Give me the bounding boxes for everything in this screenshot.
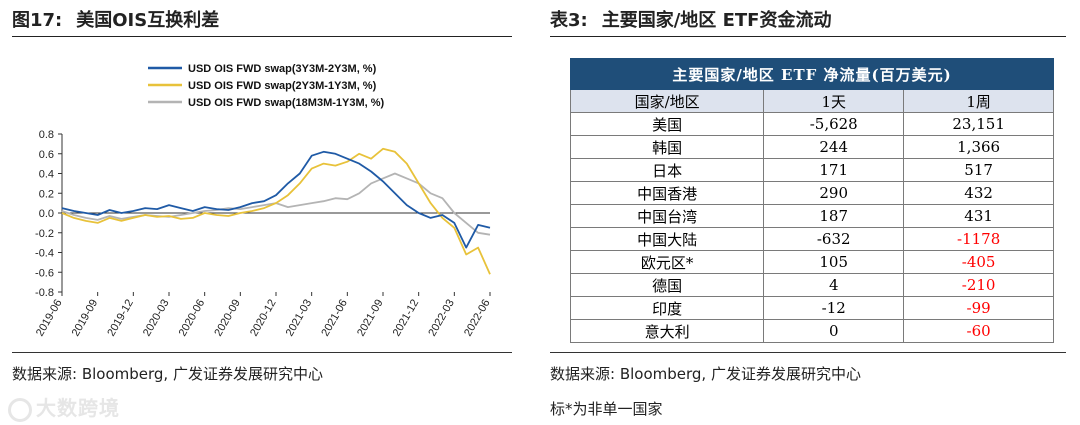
column-header-1week: 1周	[903, 89, 1054, 113]
y-tick-label: -0.4	[35, 248, 54, 260]
table-row: 中国台湾 187 431	[569, 204, 1054, 228]
watermark: 大数跨境	[8, 392, 120, 422]
row-1day-value: 4	[763, 273, 905, 297]
table-row: 中国香港 290 432	[569, 181, 1054, 205]
table-row: 韩国 244 1,366	[569, 135, 1054, 159]
table-row: 中国大陆 -632 -1178	[569, 227, 1054, 251]
row-1week-value: 432	[903, 181, 1054, 205]
x-tick-label: 2020-12	[248, 298, 279, 339]
y-tick-label: -0.6	[35, 267, 54, 279]
y-tick-label: 0.8	[39, 129, 54, 141]
column-header-1day: 1天	[763, 89, 905, 113]
row-region: 韩国	[569, 135, 765, 159]
x-tick-label: 2021-12	[391, 298, 422, 339]
row-1day-value: 290	[763, 181, 905, 205]
row-1week-value: -405	[903, 250, 1054, 274]
x-tick-label: 2020-09	[212, 298, 243, 339]
chart-title-prefix: 图17:	[12, 10, 63, 31]
etf-flow-table: 主要国家/地区 ETF 净流量(百万美元) 国家/地区 1天 1周 美国 -5,6…	[569, 58, 1054, 343]
y-tick-label: -0.8	[35, 287, 54, 299]
row-1day-value: -5,628	[763, 112, 905, 136]
legend-label-2: USD OIS FWD swap(2Y3M-1Y3M, %)	[188, 80, 377, 92]
series-line-2	[61, 147, 491, 275]
x-tick-label: 2022-03	[426, 298, 457, 339]
x-tick-label: 2022-06	[462, 298, 493, 339]
watermark-text: 大数跨境	[36, 396, 120, 420]
table-title-text: 主要国家/地区 ETF资金流动	[601, 10, 832, 31]
table-title-prefix: 表3:	[550, 10, 588, 31]
y-tick-label: 0.0	[39, 208, 54, 220]
row-1day-value: 187	[763, 204, 905, 228]
y-tick-label: 0.2	[39, 188, 54, 200]
table-row: 欧元区* 105 -405	[569, 250, 1054, 274]
row-1week-value: -60	[903, 319, 1054, 343]
x-tick-label: 2021-03	[284, 298, 315, 339]
chart-series	[61, 147, 491, 275]
watermark-logo-icon	[8, 397, 32, 422]
table-body: 美国 -5,628 23,151 韩国 244 1,366 日本 171 517 中国香港 290 4…	[569, 112, 1054, 343]
row-1week-value: 23,151	[903, 112, 1054, 136]
row-region: 意大利	[569, 319, 765, 343]
table-source: 数据来源: Bloomberg, 广发证券发展研究中心	[550, 352, 1066, 384]
x-tick-label: 2020-06	[177, 298, 208, 339]
row-region: 德国	[569, 273, 765, 297]
y-tick-label: 0.6	[39, 149, 54, 161]
chart-title: 图17: 美国OIS互换利差	[12, 6, 512, 37]
row-1day-value: 0	[763, 319, 905, 343]
line-chart: USD OIS FWD swap(3Y3M-2Y3M, %) USD OIS FW…	[34, 63, 493, 338]
chart-title-text: 美国OIS互换利差	[76, 10, 220, 31]
row-1day-value: 171	[763, 158, 905, 182]
row-1week-value: 517	[903, 158, 1054, 182]
legend-label-3: USD OIS FWD swap(18M3M-1Y3M, %)	[188, 97, 385, 109]
row-1day-value: 244	[763, 135, 905, 159]
row-1day-value: -632	[763, 227, 905, 251]
y-tick-label: 0.4	[39, 169, 54, 181]
table-row: 美国 -5,628 23,151	[569, 112, 1054, 136]
row-region: 欧元区*	[569, 250, 765, 274]
legend-label-1: USD OIS FWD swap(3Y3M-2Y3M, %)	[188, 63, 377, 75]
row-region: 中国台湾	[569, 204, 765, 228]
column-header-region: 国家/地区	[569, 89, 765, 113]
row-region: 中国香港	[569, 181, 765, 205]
row-region: 日本	[569, 158, 765, 182]
y-tick-label: -0.2	[35, 228, 54, 240]
row-region: 中国大陆	[569, 227, 765, 251]
row-region: 印度	[569, 296, 765, 320]
table-note: 标*为非单一国家	[550, 400, 663, 418]
x-tick-label: 2019-06	[34, 298, 65, 339]
series-line-3	[61, 172, 491, 236]
x-tick-label: 2019-12	[105, 298, 136, 339]
table-row: 意大利 0 -60	[569, 319, 1054, 343]
chart-source: 数据来源: Bloomberg, 广发证券发展研究中心	[12, 352, 512, 384]
table-row: 印度 -12 -99	[569, 296, 1054, 320]
table-row: 德国 4 -210	[569, 273, 1054, 297]
row-1day-value: -12	[763, 296, 905, 320]
row-1week-value: 1,366	[903, 135, 1054, 159]
x-tick-label: 2021-09	[355, 298, 386, 339]
x-tick-label: 2020-03	[141, 298, 172, 339]
row-region: 美国	[569, 112, 765, 136]
row-1week-value: -1178	[903, 227, 1054, 251]
row-1week-value: -99	[903, 296, 1054, 320]
table-header: 主要国家/地区 ETF 净流量(百万美元)	[570, 58, 1054, 90]
x-tick-label: 2019-09	[70, 298, 101, 339]
row-1week-value: -210	[903, 273, 1054, 297]
series-line-1	[61, 150, 491, 249]
chart-legend: USD OIS FWD swap(3Y3M-2Y3M, %) USD OIS FW…	[148, 63, 385, 109]
table-title: 表3: 主要国家/地区 ETF资金流动	[550, 6, 1066, 37]
row-1week-value: 431	[903, 204, 1054, 228]
row-1day-value: 105	[763, 250, 905, 274]
table-row: 日本 171 517	[569, 158, 1054, 182]
x-tick-label: 2021-06	[319, 298, 350, 339]
